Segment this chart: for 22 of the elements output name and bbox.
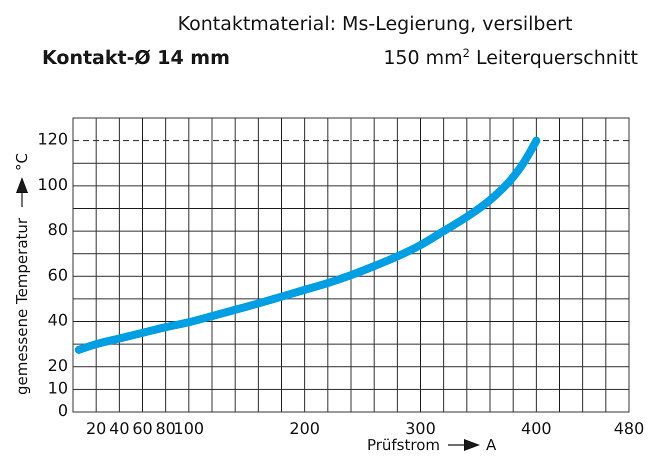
y-tick-label: 120 <box>37 130 68 149</box>
x-tick-label: 60 <box>132 419 153 438</box>
x-tick-label: 40 <box>109 419 130 438</box>
y-tick-label: 0 <box>58 401 68 420</box>
x-tick-label: 20 <box>86 419 106 438</box>
text: gemessene Temperatur °C <box>13 153 31 395</box>
text: Prüfstrom A <box>366 436 496 454</box>
x-tick-label: 300 <box>405 419 436 438</box>
y-tick-label: 100 <box>37 174 68 194</box>
y-tick-label: 40 <box>48 310 68 330</box>
x-tick-label: 400 <box>521 419 552 438</box>
y-tick-label: 10 <box>48 378 68 398</box>
y-tick-label: 60 <box>48 265 68 284</box>
x-tick-label: 200 <box>289 419 320 438</box>
x-tick-label: 480 <box>614 419 644 438</box>
x-tick-label: 80 <box>155 419 176 438</box>
y-tick-label: 80 <box>48 220 68 240</box>
x-tick-label: 100 <box>174 419 204 438</box>
text: 150 mm$^{2}$ Leiterquerschnitt <box>383 46 638 69</box>
chart-title: Kontaktmaterial: Ms-Legierung, versilbert <box>178 13 572 35</box>
y-tick-label: 20 <box>48 356 68 375</box>
chart-subtitle: Kontakt-Ø 14 mm <box>42 47 230 69</box>
